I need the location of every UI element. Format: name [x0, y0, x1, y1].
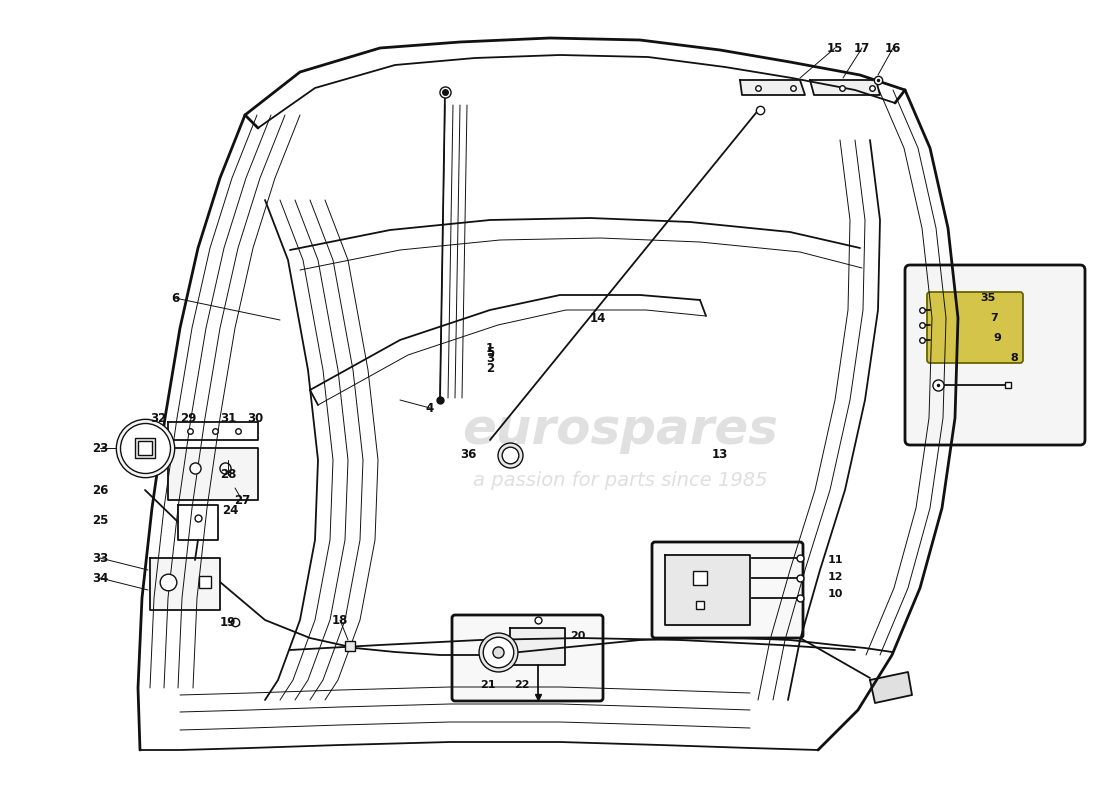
Text: 18: 18: [332, 614, 349, 626]
Text: 5: 5: [486, 346, 494, 359]
Polygon shape: [150, 558, 220, 610]
Text: 3: 3: [486, 351, 494, 365]
Text: 22: 22: [515, 680, 530, 690]
Text: 15: 15: [827, 42, 844, 54]
Text: 24: 24: [222, 503, 239, 517]
FancyBboxPatch shape: [452, 615, 603, 701]
Text: 21: 21: [481, 680, 496, 690]
Text: 12: 12: [828, 572, 844, 582]
Polygon shape: [510, 628, 565, 665]
Text: 29: 29: [179, 411, 196, 425]
Polygon shape: [168, 448, 258, 500]
Text: 36: 36: [460, 449, 476, 462]
Text: 17: 17: [854, 42, 870, 54]
Text: 34: 34: [91, 571, 108, 585]
Text: 13: 13: [712, 449, 728, 462]
Text: 27: 27: [234, 494, 250, 506]
Text: 1: 1: [486, 342, 494, 354]
Text: 20: 20: [570, 631, 585, 641]
FancyBboxPatch shape: [905, 265, 1085, 445]
Text: 32: 32: [150, 411, 166, 425]
FancyBboxPatch shape: [652, 542, 803, 638]
Text: 4: 4: [426, 402, 434, 414]
Text: 25: 25: [91, 514, 108, 526]
Text: 23: 23: [92, 442, 108, 454]
FancyBboxPatch shape: [927, 292, 1023, 363]
Text: 6: 6: [170, 291, 179, 305]
Text: 16: 16: [884, 42, 901, 54]
Text: a passion for parts since 1985: a passion for parts since 1985: [473, 470, 768, 490]
Polygon shape: [740, 80, 805, 95]
Text: 19: 19: [220, 615, 236, 629]
Polygon shape: [666, 555, 750, 625]
Text: 26: 26: [91, 483, 108, 497]
Polygon shape: [810, 80, 880, 95]
Polygon shape: [870, 672, 912, 703]
Text: 10: 10: [828, 589, 844, 599]
Text: 35: 35: [980, 293, 996, 303]
Text: 14: 14: [590, 311, 606, 325]
Text: 30: 30: [246, 411, 263, 425]
Text: 2: 2: [486, 362, 494, 374]
Text: 7: 7: [990, 313, 998, 323]
Text: 8: 8: [1010, 353, 1018, 363]
Text: 28: 28: [220, 469, 236, 482]
Text: 9: 9: [993, 333, 1001, 343]
Text: 31: 31: [220, 411, 236, 425]
Text: eurospares: eurospares: [462, 406, 778, 454]
Text: 33: 33: [92, 551, 108, 565]
Text: 11: 11: [828, 555, 844, 565]
